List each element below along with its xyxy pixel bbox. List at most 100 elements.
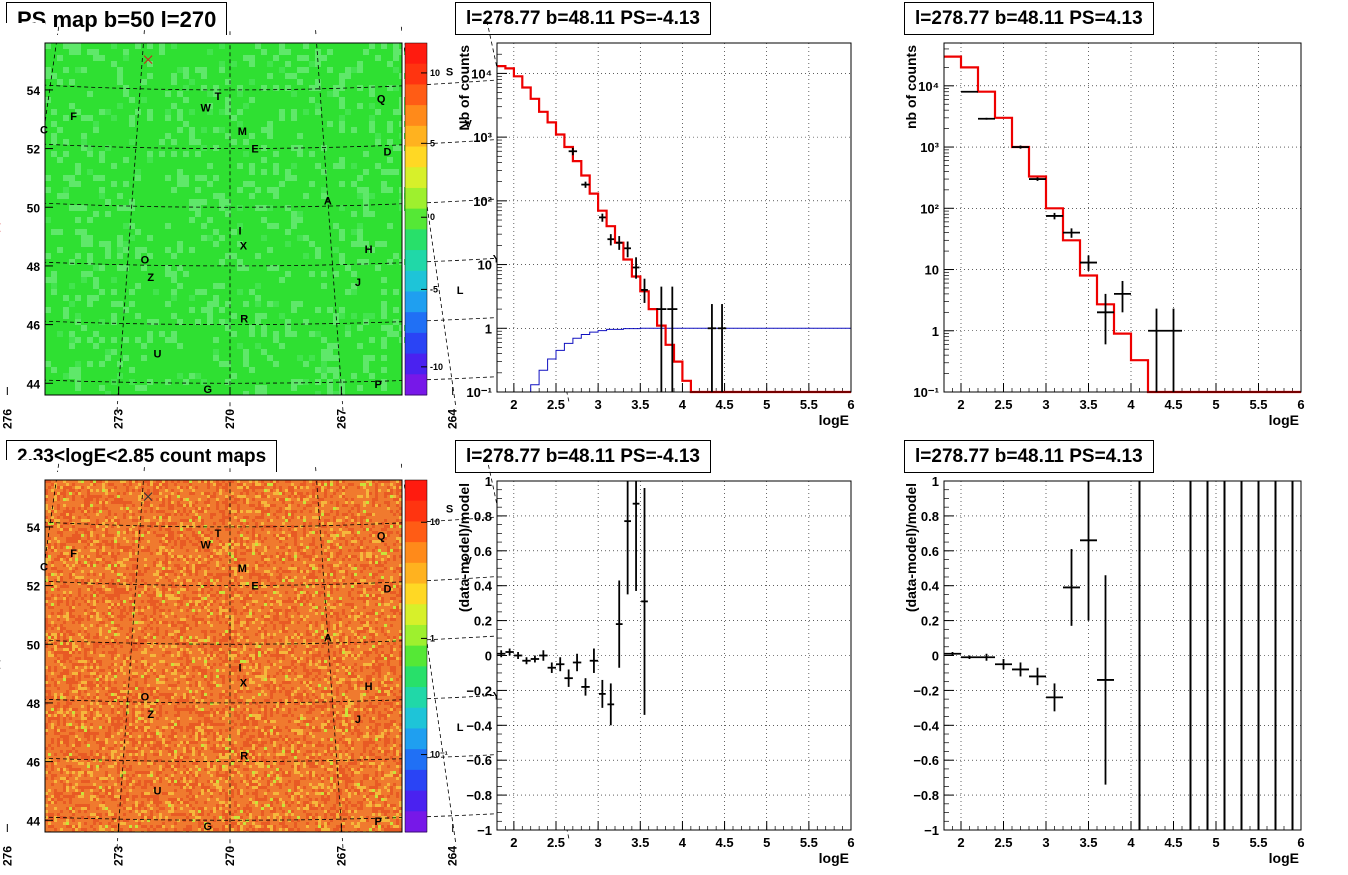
map-pixel [345,486,348,489]
map-pixel [207,579,210,582]
map-pixel [390,711,393,714]
map-pixel [123,504,126,507]
map-pixel [225,603,228,606]
map-pixel [363,624,366,627]
map-pixel [135,558,138,561]
map-pixel [111,534,114,537]
map-pixel [231,61,237,67]
map-pixel [111,720,114,723]
map-pixel [246,597,249,600]
map-pixel [69,591,72,594]
map-pixel [189,570,192,573]
map-pixel [69,367,75,373]
map-pixel [300,636,303,639]
map-pixel [54,633,57,636]
map-pixel [339,486,342,489]
map-pixel [216,555,219,558]
map-pixel [69,519,72,522]
map-pixel [204,603,207,606]
map-pixel [303,561,306,564]
map-pixel [45,642,48,645]
map-pixel [258,537,261,540]
map-pixel [285,49,291,55]
map-pixel [111,519,114,522]
map-pixel [255,510,258,513]
map-pixel [147,43,153,49]
colorbar-swatch [405,229,427,251]
map-pixel [159,603,162,606]
map-pixel [237,678,240,681]
map-pixel [186,708,189,711]
map-pixel [372,609,375,612]
map-pixel [264,684,267,687]
map-pixel [381,681,384,684]
map-pixel [177,91,183,97]
map-pixel [183,675,186,678]
map-pixel [207,319,213,325]
map-pixel [225,501,228,504]
map-pixel [399,486,402,489]
map-pixel [162,636,165,639]
map-pixel [180,540,183,543]
map-pixel [333,675,336,678]
map-pixel [114,639,117,642]
map-pixel [141,501,144,504]
map-pixel [369,513,372,516]
map-pixel [348,594,351,597]
map-pixel [291,651,294,654]
map-pixel [45,696,48,699]
map-pixel [63,489,66,492]
map-pixel [189,678,192,681]
map-pixel [312,594,315,597]
map-pixel [330,588,333,591]
map-pixel [183,621,186,624]
source-label-H: H [365,244,373,256]
map-pixel [57,504,60,507]
map-pixel [294,708,297,711]
map-pixel [345,714,348,717]
map-pixel [57,55,63,61]
map-pixel [240,669,243,672]
map-pixel [225,657,228,660]
map-pixel [333,373,339,379]
map-pixel [276,651,279,654]
map-pixel [273,582,276,585]
map-pixel [111,705,114,708]
map-pixel [282,600,285,603]
map-pixel [333,367,339,373]
map-pixel [174,585,177,588]
map-pixel [354,564,357,567]
map-pixel [252,585,255,588]
map-pixel [333,654,336,657]
map-pixel [312,582,315,585]
map-pixel [279,67,285,73]
map-pixel [285,699,288,702]
map-pixel [144,501,147,504]
map-pixel [99,684,102,687]
map-pixel [252,489,255,492]
map-pixel [84,564,87,567]
map-pixel [207,657,210,660]
map-pixel [222,606,225,609]
map-pixel [192,579,195,582]
map-pixel [207,681,210,684]
map-pixel [210,678,213,681]
map-pixel [96,534,99,537]
map-pixel [84,714,87,717]
map-pixel [90,480,93,483]
map-pixel [123,690,126,693]
map-pixel [363,621,366,624]
map-pixel [207,235,213,241]
map-pixel [351,241,357,247]
map-pixel [174,564,177,567]
map-pixel [339,307,345,313]
map-pixel [105,531,108,534]
map-pixel [156,510,159,513]
map-pixel [102,714,105,717]
map-pixel [87,555,90,558]
map-pixel [339,205,345,211]
map-pixel [147,492,150,495]
map-pixel [156,600,159,603]
map-pixel [330,480,333,483]
map-pixel [258,507,261,510]
